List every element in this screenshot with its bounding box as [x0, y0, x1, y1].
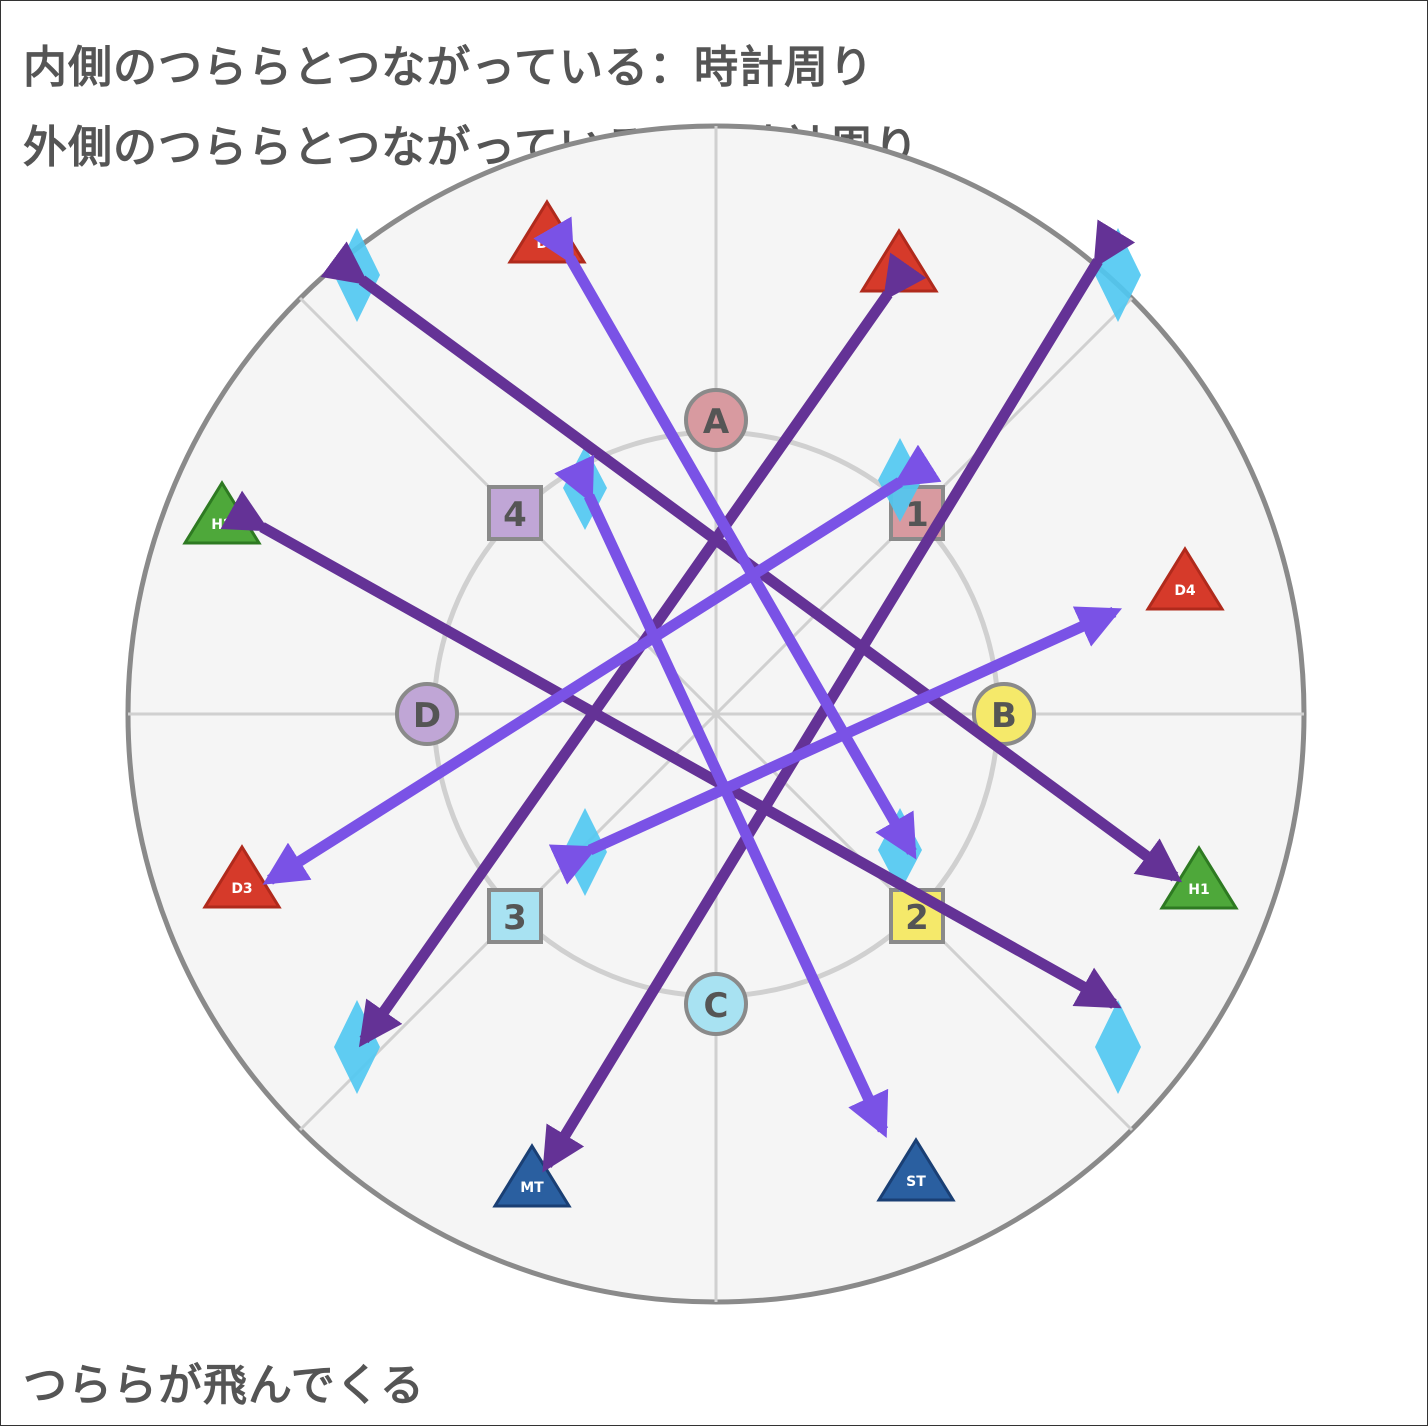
- player-st-label: ST: [906, 1174, 926, 1190]
- player-d4-label: D4: [1174, 583, 1196, 599]
- player-h2-label: H2: [211, 517, 232, 533]
- waymark-c: C: [684, 972, 748, 1036]
- player-mt: MT: [492, 1143, 572, 1208]
- waymark-a-label: A: [703, 402, 730, 442]
- waymark-d: D: [395, 682, 459, 746]
- player-mt-label: MT: [520, 1180, 544, 1196]
- arena-floor: [125, 123, 1307, 1305]
- waymark-a: A: [684, 388, 748, 452]
- player-d3-label: D3: [231, 881, 252, 897]
- inner-rule-caption: 内側のつららとつながっている：時計周り: [23, 42, 875, 93]
- waymark-4-label: 4: [503, 495, 527, 535]
- waymark-4: 4: [487, 485, 543, 541]
- waymark-3: 3: [487, 888, 543, 944]
- player-d2-label: D2: [888, 265, 909, 281]
- player-h1-label: H1: [1188, 882, 1209, 898]
- event-caption: つららが飛んでくる: [23, 1360, 425, 1411]
- arrows-light: [262, 216, 1123, 1138]
- waymark-d-label: D: [413, 696, 441, 736]
- arrow-inner-ssw-to-d4-area: [548, 606, 1123, 885]
- waymark-b-label: B: [991, 696, 1017, 736]
- waymark-3-label: 3: [503, 898, 527, 938]
- waymark-c-label: C: [704, 986, 729, 1026]
- player-mt-triangle: [492, 1143, 572, 1208]
- player-d1-label: D1: [536, 236, 557, 252]
